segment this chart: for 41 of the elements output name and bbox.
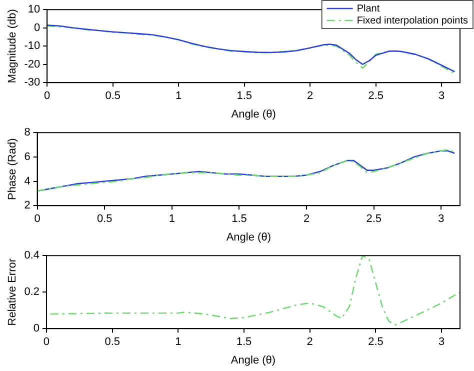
y-axis-title: Relative Error xyxy=(6,258,19,326)
y-axis-title: Magnitude (db) xyxy=(6,9,19,84)
y-tick-label: -20 xyxy=(24,58,40,70)
y-tick-label: -30 xyxy=(24,76,40,89)
x-tick-label: 1.5 xyxy=(236,90,252,102)
x-tick-label: 0.5 xyxy=(105,90,120,102)
y-tick-label: 0 xyxy=(34,22,40,34)
x-tick-label: 2 xyxy=(306,336,313,348)
x-tick-label: 3 xyxy=(438,336,445,348)
x-tick-label: 0.5 xyxy=(96,213,112,226)
y-tick-label: 4 xyxy=(24,175,30,188)
x-tick-label: 1.5 xyxy=(236,336,252,348)
x-tick-label: 3 xyxy=(438,90,445,102)
x-axis-title: Angle (θ) xyxy=(226,231,271,244)
x-tick-label: 1 xyxy=(175,336,182,348)
x-tick-label: 0.5 xyxy=(104,336,120,348)
x-tick-label: 2.5 xyxy=(368,336,384,348)
x-tick-label: 2 xyxy=(303,213,310,226)
y-tick-label: 8 xyxy=(24,126,30,139)
y-tick-label: 6 xyxy=(24,150,30,163)
y-tick-label: -10 xyxy=(24,40,40,52)
x-axis-title: Angle (θ) xyxy=(231,108,276,120)
x-tick-label: 2.5 xyxy=(366,213,382,226)
y-axis-title: Phase (Rad) xyxy=(6,138,19,200)
y-tick-label: 0 xyxy=(33,322,40,335)
y-tick-label: 0.2 xyxy=(24,286,40,298)
y-tick-label: 0.4 xyxy=(24,250,40,262)
y-tick-label: 10 xyxy=(28,4,40,16)
x-tick-label: 2 xyxy=(307,90,314,102)
x-tick-label: 2.5 xyxy=(368,90,384,102)
x-axis-title: Angle (θ) xyxy=(230,354,276,366)
y-tick-label: 2 xyxy=(24,200,30,212)
x-tick-label: 1.5 xyxy=(232,213,247,226)
x-tick-label: 1 xyxy=(176,90,182,102)
line-series xyxy=(50,256,460,326)
legend-label: Fixed interpolation points xyxy=(356,15,468,26)
x-tick-label: 0 xyxy=(44,90,50,102)
x-tick-label: 3 xyxy=(438,213,444,226)
x-tick-label: 0 xyxy=(43,336,50,348)
legend-label: Plant xyxy=(356,3,380,14)
x-tick-label: 1 xyxy=(168,213,175,226)
